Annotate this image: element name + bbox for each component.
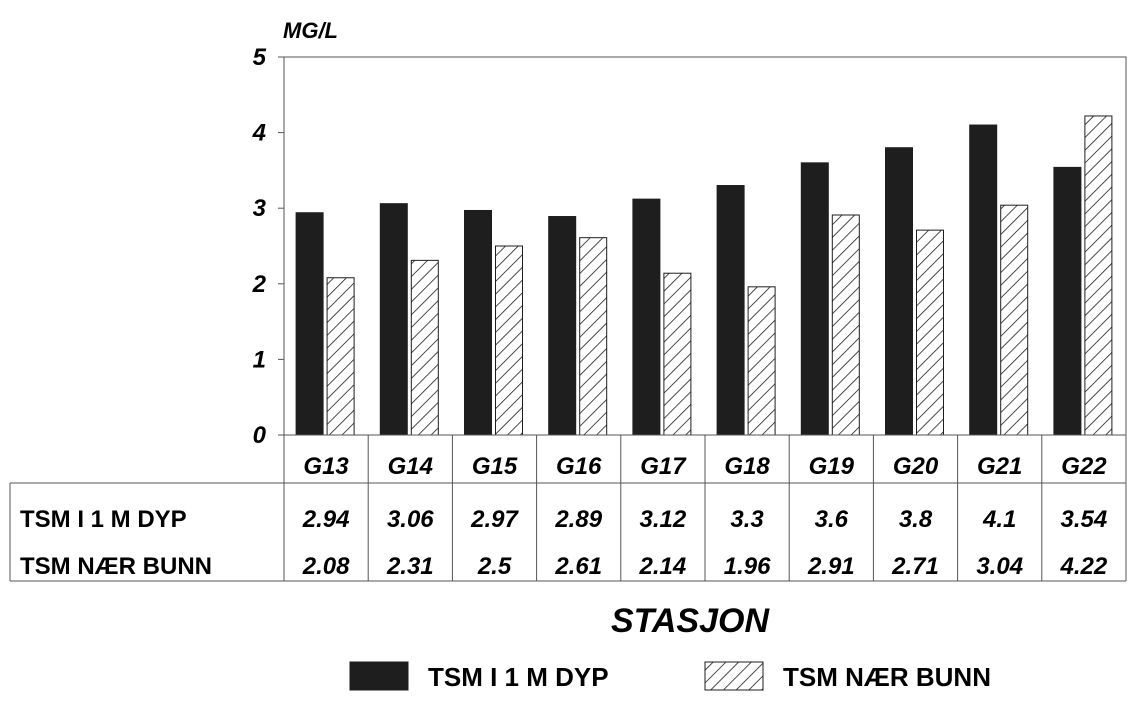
bar-tsm-1m-dyp [800,162,829,436]
category-label: G22 [1061,453,1107,480]
table-value: 3.04 [976,553,1023,580]
table-value: 2.5 [477,553,512,580]
bar-tsm-1m-dyp [295,212,324,436]
table-value: 2.97 [470,506,519,533]
table-value: 1.96 [724,553,771,580]
bar-tsm-naer-bunn [916,229,944,436]
category-label: G21 [977,453,1022,480]
table-value: 2.71 [891,553,939,580]
bar-tsm-naer-bunn [831,214,860,436]
table-value: 2.08 [302,553,350,580]
category-label: G17 [640,453,687,480]
table-value: 2.14 [639,553,687,580]
table-value: 4.1 [982,506,1016,533]
y-tick-label: 3 [253,195,267,222]
y-tick-label: 5 [253,44,267,71]
plot-area-frame [283,56,1127,436]
bar-tsm-1m-dyp [1053,166,1082,436]
table-value: 3.54 [1061,506,1108,533]
bar-tsm-naer-bunn [1084,115,1113,436]
table-row-label: TSM NÆR BUNN [20,553,212,580]
category-label: G14 [388,453,433,480]
y-tick-label: 1 [253,346,266,373]
y-axis: 0 1 2 3 4 5 [252,44,284,449]
bar-tsm-1m-dyp [885,147,913,436]
bar-tsm-naer-bunn [1000,204,1029,436]
category-label: G18 [724,453,770,480]
data-table: G13 G14 G15 G16 G17 G18 G19 G20 G21 G22 TSM I 1 M … [9,435,1127,582]
table-value: 3.06 [387,506,434,533]
table-value: 2.94 [302,506,350,533]
y-tick-label: 2 [252,271,267,298]
table-value: 3.8 [899,506,933,533]
bar-tsm-naer-bunn [579,237,608,436]
legend: TSM I 1 M DYP TSM NÆR BUNN [349,661,991,692]
bar-tsm-naer-bunn [747,286,776,436]
table-value: 3.6 [815,506,849,533]
bars [295,115,1113,436]
bar-tsm-1m-dyp [969,124,998,436]
table-value: 2.89 [554,506,602,533]
y-axis-label: MG/L [283,18,338,43]
x-axis-label: STASJON [611,602,771,640]
bar-tsm-1m-dyp [548,216,577,436]
bar-tsm-1m-dyp [632,198,661,436]
bar-tsm-naer-bunn [410,259,439,436]
bar-tsm-1m-dyp [716,185,745,436]
table-value: 2.61 [554,553,602,580]
category-label: G20 [893,453,939,480]
legend-swatch-solid [349,661,409,691]
table-value: 3.12 [640,506,687,533]
category-label: G15 [472,453,518,480]
table-value: 2.91 [807,553,855,580]
table-value: 4.22 [1060,553,1108,580]
y-tick-label: 4 [252,120,266,147]
category-label: G19 [809,453,855,480]
y-tick-label: 0 [253,422,267,449]
bar-tsm-naer-bunn [495,245,523,436]
bar-tsm-1m-dyp [464,209,492,436]
bar-tsm-naer-bunn [326,277,355,436]
legend-label: TSM NÆR BUNN [783,662,991,692]
bar-tsm-1m-dyp [379,203,408,436]
table-value: 3.3 [730,506,764,533]
legend-swatch-hatched [704,661,764,691]
legend-label: TSM I 1 M DYP [428,662,609,692]
category-label: G13 [303,453,349,480]
table-value: 2.31 [386,553,434,580]
table-row-label: TSM I 1 M DYP [20,506,187,533]
category-label: G16 [556,453,602,480]
bar-tsm-naer-bunn [663,272,692,436]
